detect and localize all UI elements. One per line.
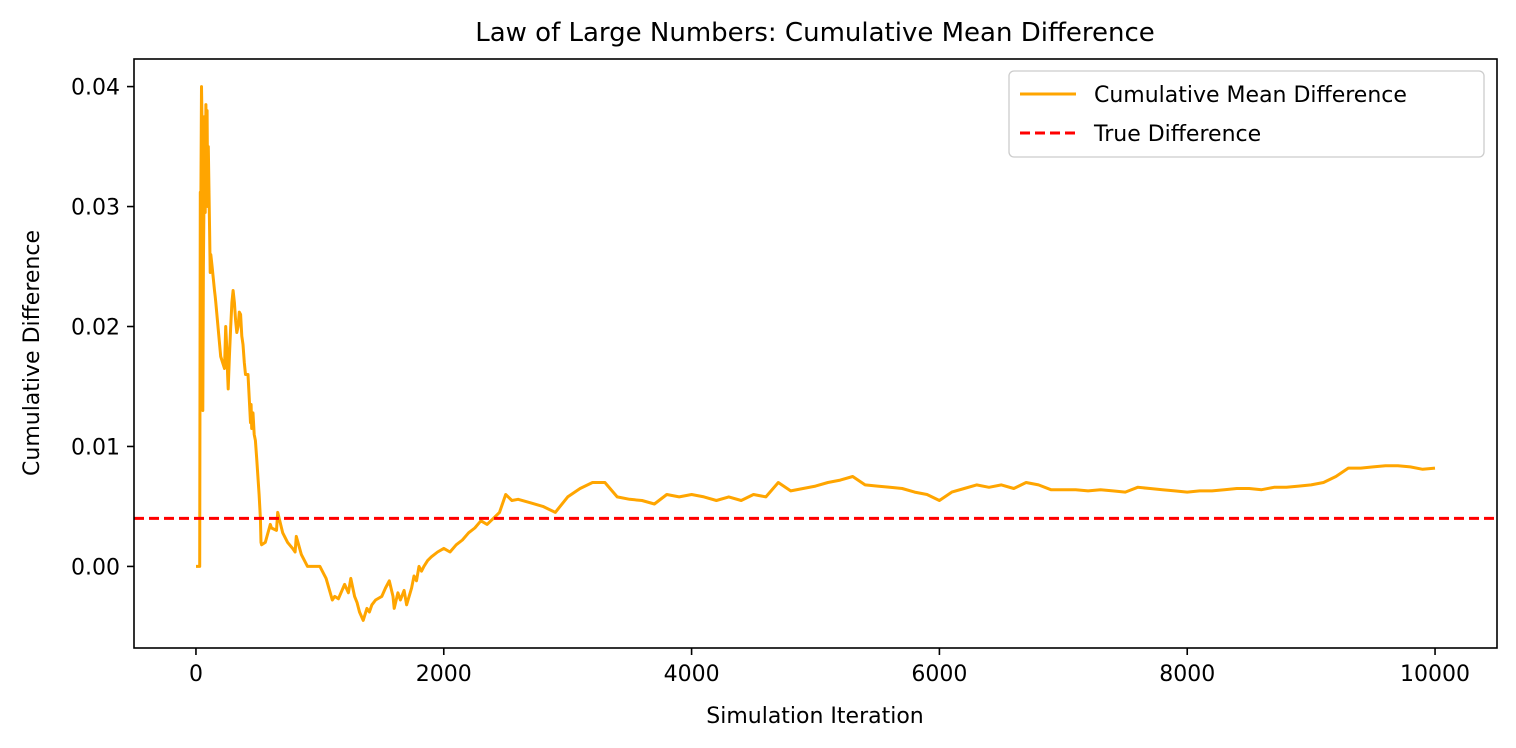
y-axis-label: Cumulative Difference	[20, 230, 45, 476]
plot-frame	[133, 58, 1498, 649]
legend-box	[1008, 70, 1485, 158]
y-tick-label: 0.02	[71, 316, 120, 341]
x-tick-label: 4000	[664, 662, 720, 687]
y-tick-label: 0.03	[71, 196, 120, 221]
x-axis-label: Simulation Iteration	[706, 704, 924, 729]
y-tick-label: 0.04	[71, 76, 120, 101]
x-tick-label: 6000	[911, 662, 967, 687]
x-tick-label: 10000	[1400, 662, 1470, 687]
y-tick-label: 0.00	[71, 555, 120, 580]
series-layer	[134, 85, 1497, 622]
legend: Cumulative Mean Difference True Differen…	[1008, 70, 1485, 158]
chart-title: Law of Large Numbers: Cumulative Mean Di…	[475, 18, 1155, 48]
x-axis: 0 2000 4000 6000 8000 10000	[189, 648, 1470, 687]
plot-area	[133, 58, 1498, 649]
legend-label-cumulative-mean-difference: Cumulative Mean Difference	[1094, 83, 1407, 108]
legend-label-true-difference: True Difference	[1093, 122, 1261, 147]
y-axis: 0.00 0.01 0.02 0.03 0.04	[71, 76, 134, 580]
y-tick-label: 0.01	[71, 435, 120, 460]
series-line-cumulative-mean-difference	[196, 85, 1436, 622]
x-tick-label: 2000	[416, 662, 472, 687]
x-tick-label: 8000	[1159, 662, 1215, 687]
x-tick-label: 0	[189, 662, 203, 687]
